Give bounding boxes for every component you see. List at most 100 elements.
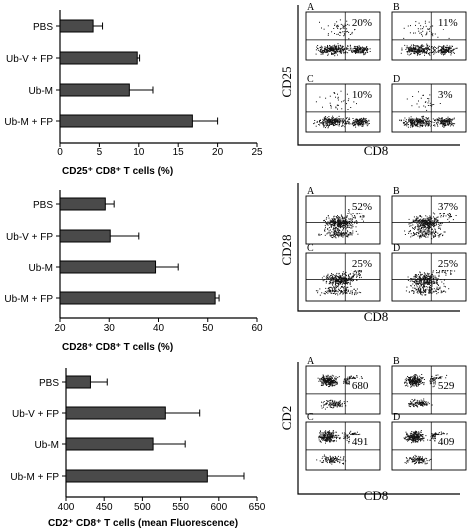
event-dot: [413, 216, 415, 218]
event-dot: [433, 378, 435, 379]
event-dot: [329, 437, 331, 439]
event-dot: [408, 54, 410, 56]
event-dot: [407, 50, 409, 52]
flow-axes: [297, 5, 460, 146]
event-dot: [328, 278, 330, 280]
event-dot: [326, 377, 328, 379]
event-dot: [338, 290, 340, 291]
event-dot: [434, 49, 436, 50]
event-dot: [419, 229, 421, 231]
event-dot: [428, 290, 430, 292]
event-dot: [324, 439, 326, 441]
x-tick-label: 15: [173, 147, 185, 158]
event-dot: [446, 50, 448, 51]
event-dot: [449, 119, 451, 121]
event-dot: [426, 50, 428, 51]
event-dot: [331, 117, 333, 119]
event-dot: [352, 123, 354, 125]
x-tick-label: 10: [133, 147, 145, 158]
event-dot: [440, 215, 442, 216]
event-dot: [428, 123, 430, 125]
event-dot: [430, 379, 432, 381]
event-dot: [424, 404, 426, 406]
event-dot: [344, 225, 346, 226]
event-dot: [335, 227, 337, 228]
event-dot: [325, 431, 327, 433]
event-dot: [339, 119, 341, 121]
event-dot: [363, 220, 364, 222]
event-dot: [412, 96, 414, 97]
event-dot: [322, 123, 324, 125]
event-dot: [413, 53, 415, 54]
event-dot: [333, 122, 335, 124]
event-dot: [342, 31, 344, 33]
event-dot: [363, 123, 365, 125]
event-dot: [335, 234, 337, 236]
event-dot: [352, 122, 354, 124]
event-dot: [449, 121, 451, 123]
event-dot: [330, 383, 332, 385]
event-dot: [333, 234, 335, 236]
event-dot: [437, 232, 439, 234]
event-dot: [327, 33, 329, 35]
event-dot: [337, 51, 339, 53]
event-dot: [341, 402, 343, 404]
event-dot: [413, 125, 415, 127]
event-dot: [408, 218, 410, 220]
event-dot: [331, 52, 332, 54]
event-dot: [437, 288, 439, 290]
event-dot: [448, 47, 450, 49]
event-dot: [424, 225, 426, 227]
event-dot: [359, 121, 361, 123]
event-dot: [319, 47, 321, 49]
event-dot: [319, 21, 320, 23]
event-dot: [349, 45, 351, 47]
event-dot: [436, 269, 437, 271]
event-dot: [438, 118, 440, 120]
dot-plot-panel: A52%: [305, 186, 381, 245]
event-dot: [419, 384, 421, 385]
event-dot: [415, 402, 417, 404]
event-dot: [338, 276, 340, 278]
event-dot: [417, 278, 419, 280]
event-dot: [334, 121, 336, 123]
event-dot: [338, 47, 339, 49]
event-dot: [410, 119, 412, 121]
event-dot: [403, 27, 405, 29]
panel-letter: C: [307, 243, 314, 254]
event-dot: [350, 286, 352, 287]
event-dot: [343, 219, 345, 221]
event-dot: [404, 44, 406, 46]
value-label-background: [435, 16, 462, 29]
event-dot: [438, 272, 440, 274]
event-dot: [341, 125, 343, 127]
event-dot: [410, 47, 412, 49]
event-dot: [320, 45, 322, 47]
event-dot: [334, 222, 336, 224]
event-dot: [334, 404, 336, 406]
event-dot: [360, 376, 362, 378]
event-dot: [418, 228, 420, 230]
event-dot: [425, 25, 427, 27]
event-dot: [341, 46, 343, 48]
event-dot: [446, 120, 448, 121]
event-dot: [441, 117, 443, 119]
event-dot: [340, 235, 342, 237]
event-dot: [418, 106, 420, 108]
event-dot: [400, 52, 402, 54]
event-dot: [436, 281, 438, 283]
event-dot: [437, 47, 439, 49]
event-dot: [420, 401, 422, 403]
event-dot: [422, 232, 424, 233]
event-dot: [358, 121, 360, 123]
event-dot: [325, 52, 327, 54]
event-dot: [443, 279, 445, 281]
event-dot: [350, 279, 351, 281]
event-dot: [433, 232, 435, 234]
event-dot: [348, 121, 349, 123]
event-dot: [443, 51, 444, 53]
event-dot: [427, 28, 429, 30]
event-dot: [338, 118, 340, 120]
event-dot: [420, 404, 422, 406]
event-dot: [355, 220, 357, 222]
